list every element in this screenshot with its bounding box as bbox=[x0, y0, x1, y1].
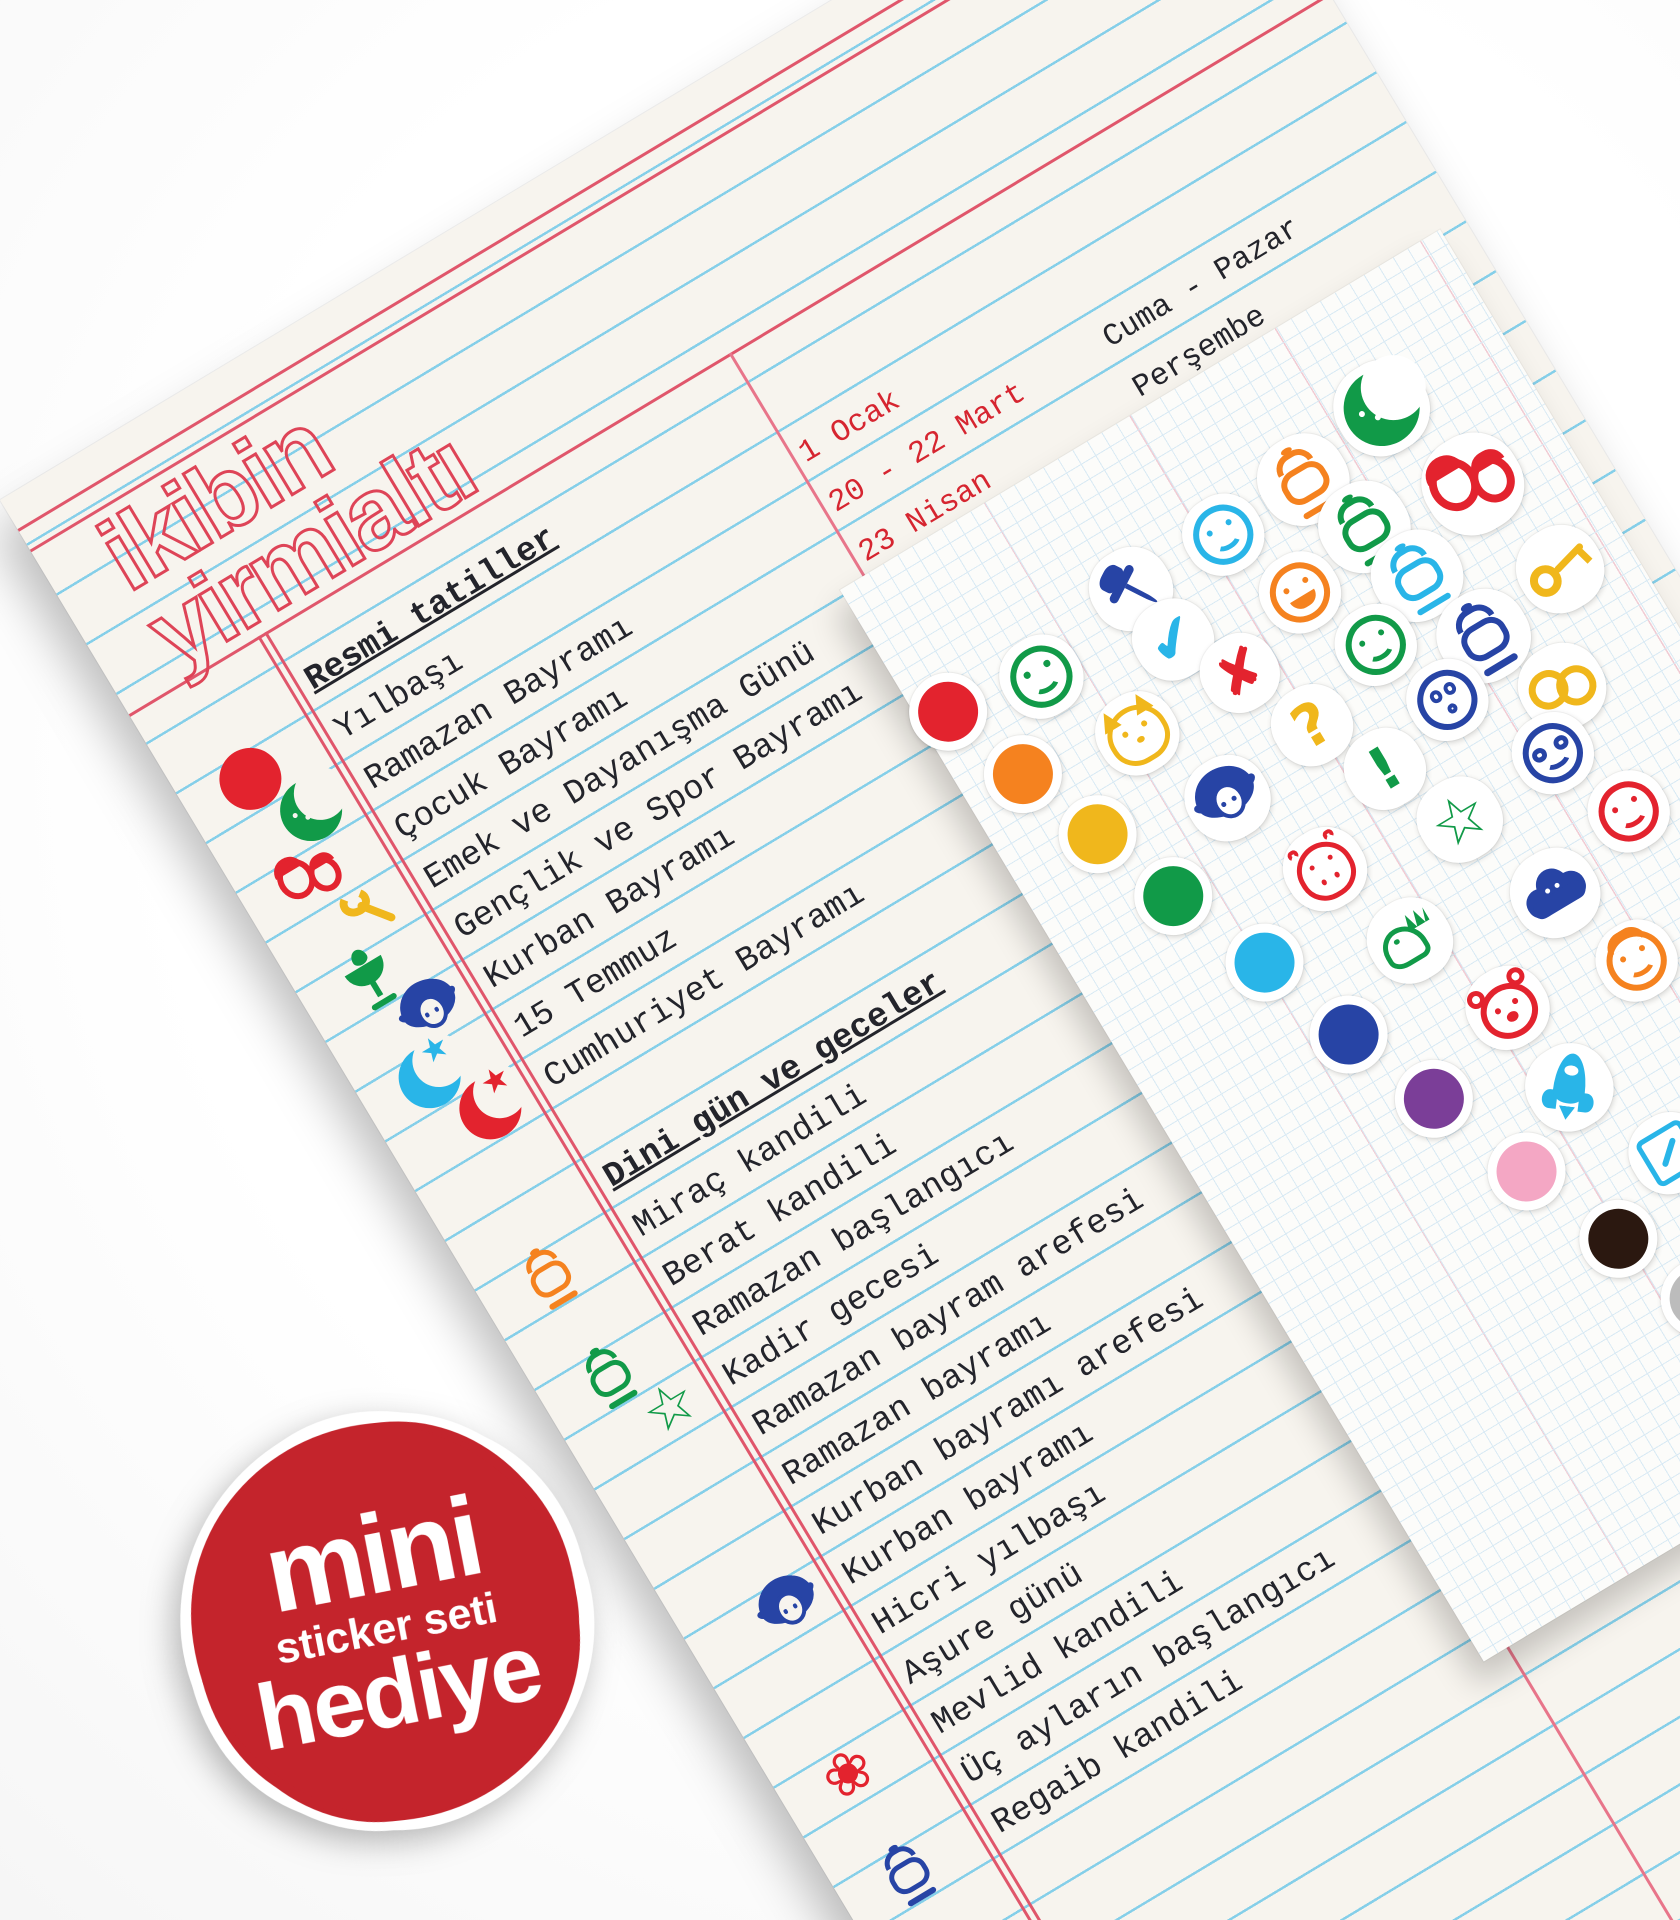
yellow-cat-sticker bbox=[1081, 677, 1194, 790]
orange-hat-face-sticker bbox=[1581, 905, 1680, 1016]
bear-icon bbox=[1463, 963, 1552, 1052]
gift-badge: mini sticker seti hediye bbox=[101, 1336, 669, 1908]
smiley-face-icon bbox=[1181, 492, 1266, 577]
dino-icon bbox=[1365, 895, 1456, 986]
green-duck-face-sticker bbox=[985, 620, 1098, 733]
orange-dot-sticker bbox=[969, 720, 1077, 828]
kids-icon bbox=[1417, 428, 1530, 541]
cyan-dot-sticker bbox=[1211, 909, 1319, 1017]
red-bear-sticker bbox=[1451, 951, 1564, 1065]
dot-icon bbox=[1223, 921, 1306, 1004]
black-dot-sticker bbox=[1564, 1185, 1672, 1293]
dot-icon bbox=[1392, 1057, 1476, 1140]
moon-icon bbox=[1329, 342, 1439, 461]
blue-sheep-sticker bbox=[1169, 740, 1286, 856]
purple-dot-sticker bbox=[1380, 1045, 1488, 1153]
dot-icon bbox=[1056, 793, 1139, 876]
cloud-icon bbox=[1507, 845, 1603, 941]
red-cow-sticker bbox=[1268, 812, 1382, 926]
dot-icon bbox=[981, 732, 1065, 816]
pink-dot-sticker bbox=[1473, 1117, 1581, 1225]
dot-icon bbox=[1658, 1257, 1680, 1340]
exclamation-mark-icon: ! bbox=[1355, 731, 1414, 805]
cat-icon bbox=[1093, 689, 1181, 777]
ice-cube-icon bbox=[1627, 1111, 1680, 1196]
badge-text: mini sticker seti hediye bbox=[127, 1358, 643, 1885]
dot-icon bbox=[1577, 1197, 1660, 1280]
sleepy-face-icon bbox=[1586, 769, 1671, 854]
cow-icon bbox=[1281, 825, 1369, 913]
green-dot-sticker bbox=[1119, 842, 1227, 950]
dot-icon bbox=[1485, 1130, 1568, 1213]
question-mark-icon: ? bbox=[1279, 686, 1344, 763]
rocket-icon bbox=[1531, 1050, 1607, 1126]
green-dino-sticker bbox=[1352, 882, 1468, 999]
key-icon bbox=[1512, 521, 1608, 617]
dot-icon bbox=[1132, 854, 1215, 938]
cyan-rocket-sticker bbox=[1510, 1028, 1629, 1147]
duck-face-icon bbox=[997, 633, 1085, 721]
hat-face-icon bbox=[1594, 918, 1679, 1003]
cyan-ice-cube-sticker bbox=[1614, 1098, 1680, 1209]
gray-dot-sticker bbox=[1646, 1244, 1680, 1352]
red-sleepy-face-sticker bbox=[1573, 756, 1680, 867]
x-mark-icon: ✘ bbox=[1202, 631, 1278, 714]
yellow-dot-sticker bbox=[1044, 780, 1152, 888]
sheep-icon bbox=[1182, 753, 1273, 844]
star-icon: ☆ bbox=[1416, 773, 1503, 865]
laugh-face-icon bbox=[1257, 550, 1342, 635]
blue-dot-sticker bbox=[1295, 981, 1403, 1089]
blue-cloud-sticker bbox=[1494, 832, 1616, 954]
dot-icon bbox=[1307, 993, 1390, 1076]
